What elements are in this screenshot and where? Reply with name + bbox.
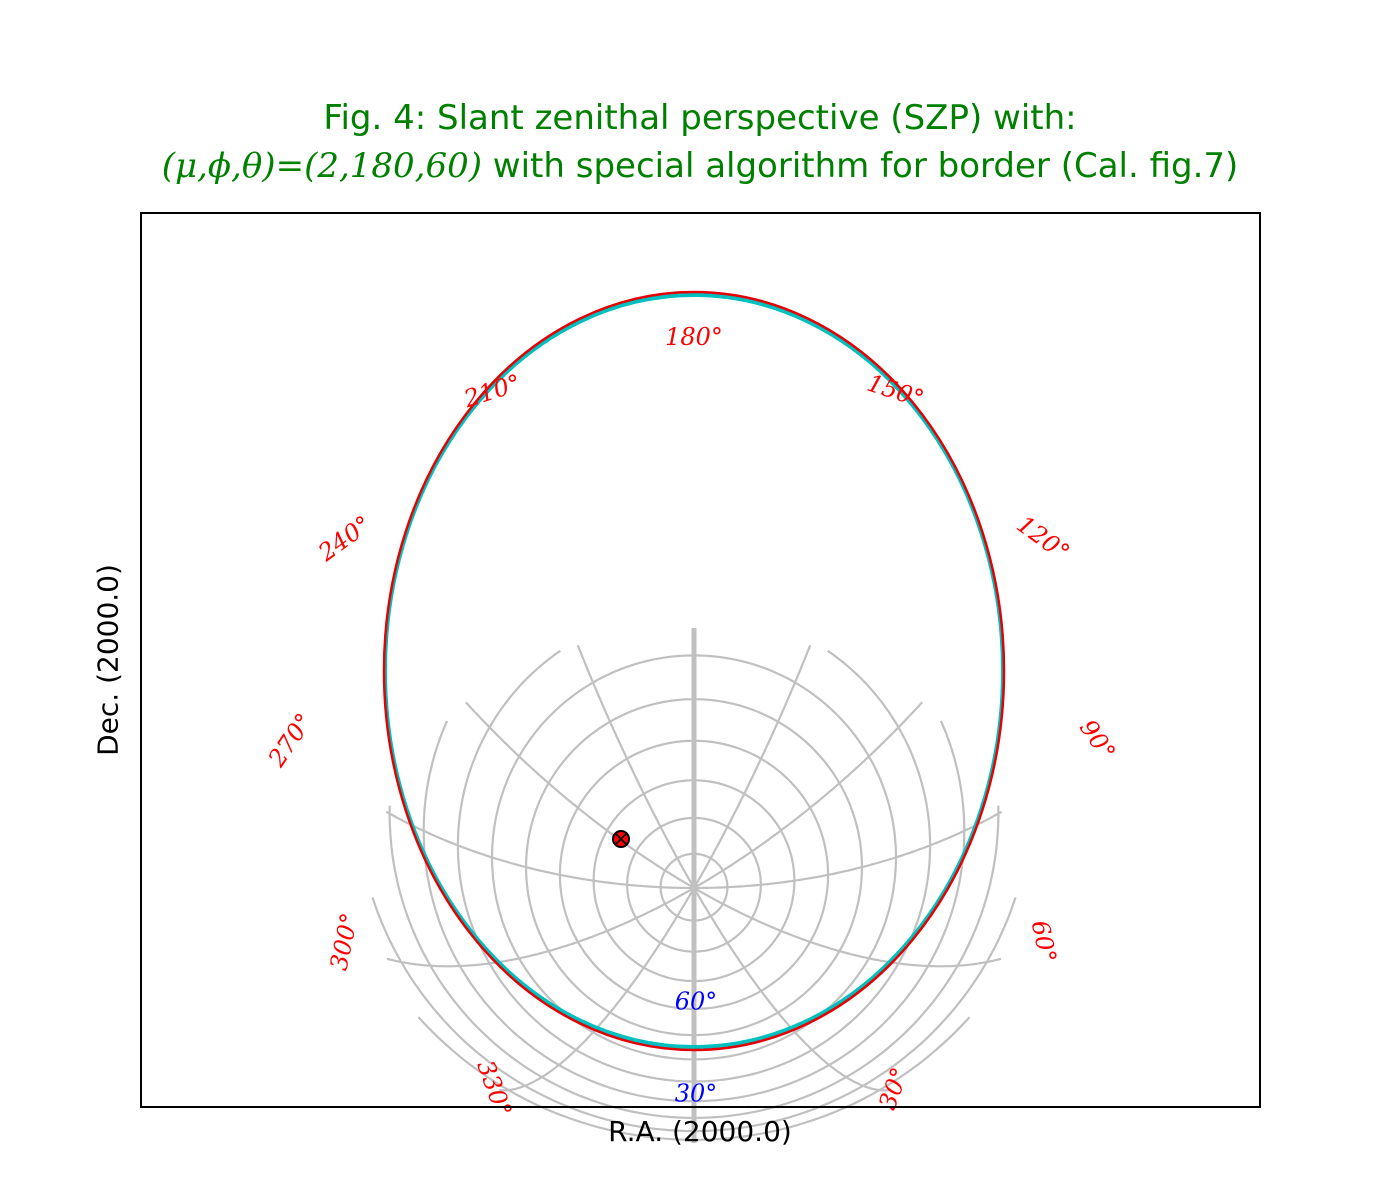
- ra-tick-label: 90°: [1074, 714, 1121, 765]
- x-axis-label: R.A. (2000.0): [608, 1115, 792, 1148]
- ra-tick-label: 120°: [1012, 510, 1075, 567]
- parallel-line: [422, 720, 966, 1103]
- ra-tick-label: 30°: [873, 1064, 914, 1114]
- meridian-line: [464, 701, 695, 889]
- ra-tick-label: 300°: [325, 910, 364, 972]
- ra-tick-label: 270°: [262, 708, 318, 772]
- y-axis-label: Dec. (2000.0): [91, 564, 125, 756]
- border-outer-red: [382, 290, 1006, 1052]
- ra-tick-label: 150°: [864, 369, 928, 413]
- projection-border: [382, 290, 1006, 1052]
- parallel-line: [456, 649, 932, 1083]
- meridian-line: [386, 887, 695, 968]
- meridian-line: [693, 701, 924, 889]
- title-line-1: Fig. 4: Slant zenithal perspective (SZP)…: [323, 98, 1077, 138]
- meridian-line: [693, 644, 812, 889]
- meridian-line: [576, 644, 695, 889]
- markers: [612, 830, 630, 848]
- ra-tick-label: 180°: [665, 323, 723, 351]
- title-line-2: (μ,ϕ,θ)=(2,180,60) with special algorith…: [0, 142, 1400, 190]
- marked-point-cross-b: [615, 833, 627, 845]
- ra-tick-label: 330°: [471, 1057, 517, 1121]
- title-parameters: (μ,ϕ,θ)=(2,180,60): [161, 146, 482, 186]
- ra-tick-label: 240°: [312, 510, 376, 567]
- meridian-line: [694, 810, 1003, 890]
- meridian-line: [693, 887, 1002, 968]
- graticule: [371, 628, 1017, 1143]
- meridian-line: [385, 810, 694, 890]
- plot-frame: [140, 212, 1261, 1108]
- title-description: with special algorithm for border (Cal. …: [482, 146, 1239, 186]
- dec-tick-label: 60°: [675, 987, 718, 1015]
- ra-tick-label: 210°: [460, 369, 525, 414]
- ra-tick-label: 60°: [1026, 918, 1062, 965]
- figure-title: Fig. 4: Slant zenithal perspective (SZP)…: [0, 94, 1400, 190]
- dec-tick-label: 30°: [675, 1080, 718, 1108]
